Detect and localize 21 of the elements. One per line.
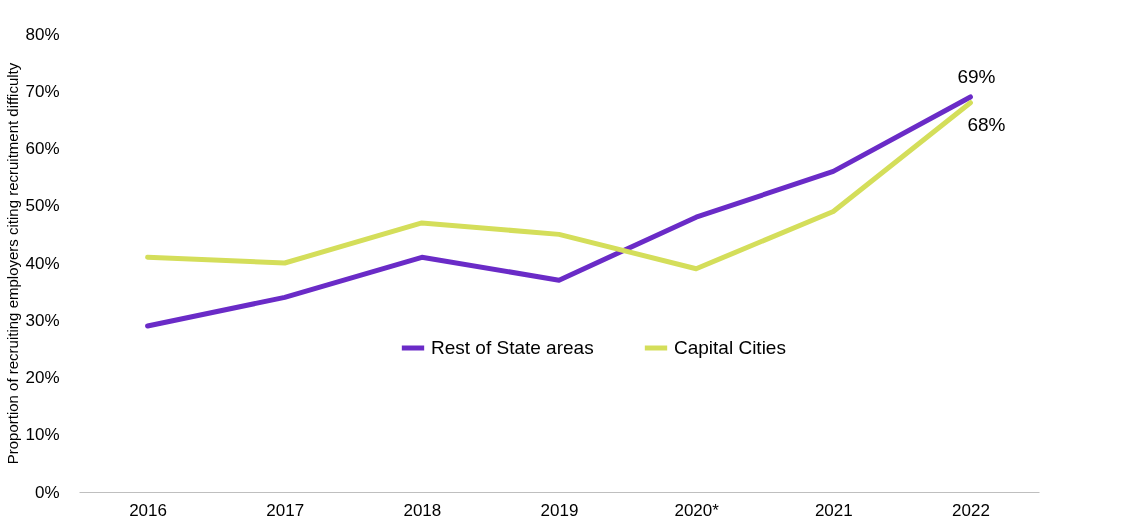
x-tick-label: 2022	[952, 500, 990, 520]
y-tick-label: 20%	[25, 368, 60, 387]
x-tick-label: 2016	[129, 500, 167, 520]
data-label: 69%	[957, 65, 996, 87]
y-tick-label: 30%	[25, 310, 60, 330]
x-tick-label: 2021	[814, 500, 853, 520]
y-axis-title: Proportion of recruiting employers citing recruitment difficulty	[4, 62, 22, 465]
data-label: 68%	[967, 113, 1006, 135]
legend-label: Capital Cities	[674, 337, 786, 358]
x-tick-label: 2017	[266, 500, 305, 520]
y-tick-label: 40%	[25, 253, 60, 273]
y-tick-label: 70%	[25, 81, 60, 101]
x-tick-label: 2019	[540, 500, 579, 520]
y-tick-label: 60%	[25, 139, 60, 158]
x-tick-label: 2018	[403, 500, 442, 520]
x-tick-label: 2020*	[674, 500, 720, 520]
legend-label: Rest of State areas	[431, 337, 594, 358]
y-tick-label: 0%	[34, 482, 60, 502]
y-tick-label: 10%	[25, 425, 60, 445]
y-tick-label: 50%	[25, 196, 60, 216]
y-tick-label: 80%	[25, 24, 60, 44]
